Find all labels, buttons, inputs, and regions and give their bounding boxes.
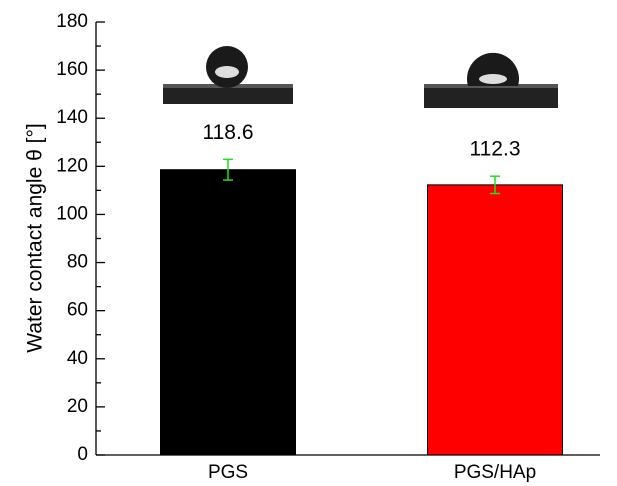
- y-tick-label: 60: [67, 300, 88, 321]
- y-tick-label: 80: [67, 252, 88, 273]
- bar: [161, 170, 296, 455]
- y-tick-label: 0: [77, 444, 88, 465]
- y-tick-label: 120: [56, 155, 88, 176]
- y-axis-label: Water contact angle θ [°]: [24, 123, 47, 352]
- x-tick-label: PGS/HAp: [454, 462, 536, 483]
- chart: Water contact angle θ [°] 0 20 40 60 80 100 12…: [0, 0, 617, 486]
- y-tick-label: 180: [56, 11, 88, 32]
- x-tick-label: PGS: [208, 462, 248, 483]
- y-tick-label: 160: [56, 59, 88, 80]
- droplet-photo: [424, 53, 558, 108]
- value-label: 112.3: [470, 138, 521, 161]
- y-tick-label: 100: [56, 203, 88, 224]
- droplet-photo: [163, 46, 293, 104]
- value-label: 118.6: [203, 121, 254, 144]
- y-tick-label: 40: [67, 348, 88, 369]
- page: Water contact angle θ [°] 0 20 40 60 80 100 12…: [0, 0, 617, 486]
- y-tick-label: 20: [67, 396, 88, 417]
- y-tick-label: 140: [56, 107, 88, 128]
- bar: [428, 185, 563, 455]
